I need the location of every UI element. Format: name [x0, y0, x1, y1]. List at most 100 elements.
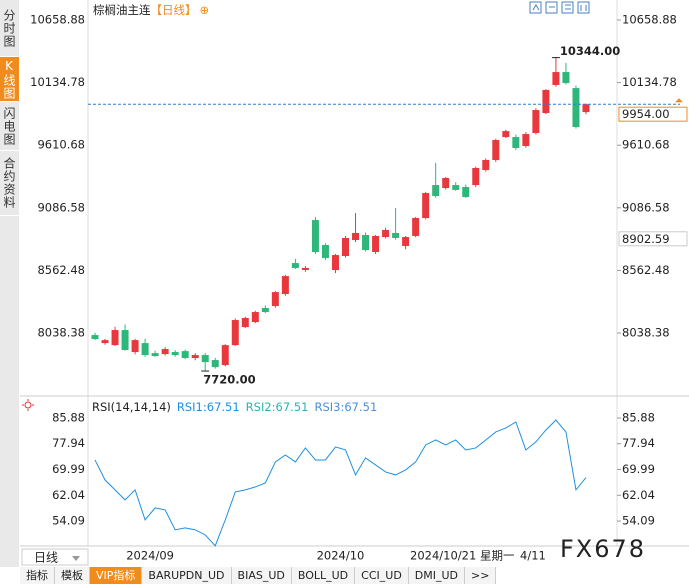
- y-tick-label: 8562.48: [37, 263, 85, 277]
- bottom-tab[interactable]: BOLL_UD: [291, 567, 356, 584]
- tool-icon-glyph: [532, 4, 587, 11]
- rsi-line: [94, 419, 587, 547]
- candle-body: [221, 345, 229, 366]
- low-annotation: 7720.00: [203, 373, 255, 387]
- rsi-legend: RSI(14,14,14) RSI1:67.51 RSI2:67.51 RSI3:67…: [92, 400, 377, 414]
- candle-body: [331, 255, 339, 270]
- candle-body: [131, 340, 139, 353]
- candle-body: [582, 104, 590, 113]
- candle-body: [352, 232, 360, 241]
- watermark: FX678: [560, 535, 646, 563]
- x-tick-label: 2024/09: [126, 549, 174, 563]
- y-tick-label: 85.88: [622, 410, 655, 424]
- bottom-tab[interactable]: CCI_UD: [355, 567, 409, 584]
- bottom-tab[interactable]: BIAS_UD: [231, 567, 292, 584]
- tool-icon[interactable]: [577, 1, 590, 14]
- background: [20, 0, 689, 567]
- candle-body: [532, 110, 540, 133]
- legend-entry: RSI1:67.51: [177, 400, 240, 414]
- bottom-tab[interactable]: 指标: [20, 567, 55, 584]
- y-tick-label: 69.99: [52, 462, 85, 476]
- candle-body: [362, 234, 370, 251]
- candle-body: [311, 220, 319, 253]
- title-icon[interactable]: ⊕: [200, 3, 210, 17]
- candle-body: [321, 245, 329, 259]
- candle-body: [291, 263, 299, 268]
- marker-price-label: 8902.59: [622, 232, 670, 246]
- y-tick-label: 77.94: [622, 436, 655, 450]
- candle-body: [492, 140, 500, 160]
- candle-body: [201, 355, 209, 363]
- last-price-arrow: [675, 98, 683, 103]
- candle-body: [111, 330, 119, 346]
- candle-body: [101, 340, 109, 344]
- rsi-settings-icon[interactable]: [22, 399, 34, 411]
- candle-body: [522, 134, 530, 147]
- tool-icon[interactable]: [561, 1, 574, 14]
- candle-body: [412, 218, 420, 236]
- candle-body: [442, 178, 450, 189]
- toolbar-icons: [529, 1, 590, 14]
- y-tick-label: 69.99: [622, 462, 655, 476]
- tool-icon[interactable]: [529, 1, 542, 14]
- y-tick-label: 10134.78: [30, 75, 85, 89]
- candle-body: [472, 167, 480, 186]
- candle-body: [161, 349, 169, 355]
- candle-body: [382, 229, 390, 238]
- candle-body: [462, 186, 470, 198]
- side-tab[interactable]: K线图: [0, 57, 19, 102]
- candle-body: [121, 330, 129, 351]
- bottom-tab[interactable]: >>: [465, 567, 497, 584]
- candle-body: [251, 312, 259, 323]
- marker-price-box: [618, 231, 688, 247]
- candle-body: [512, 137, 520, 149]
- legend-entry: RSI3:67.51: [314, 400, 377, 414]
- candle-body: [422, 193, 430, 219]
- y-tick-label: 9610.68: [37, 138, 85, 152]
- sidebar-fill: [0, 216, 19, 568]
- y-tick-label: 8562.48: [622, 263, 670, 277]
- side-tab[interactable]: 合约资料: [0, 151, 19, 216]
- icon-rays: [22, 399, 34, 411]
- y-tick-label: 10658.88: [30, 13, 85, 27]
- tool-icon[interactable]: [545, 1, 558, 14]
- candle-body: [482, 159, 490, 171]
- candle-body: [281, 276, 289, 294]
- candle-body: [271, 292, 279, 307]
- cursor-time: 4/11: [520, 549, 546, 563]
- title-period: 【日线】: [151, 3, 197, 17]
- candle-body: [402, 237, 410, 246]
- y-tick-label: 8038.38: [622, 326, 670, 340]
- cursor-date: 2024/10/21 星期一: [410, 549, 515, 563]
- period-button[interactable]: [21, 548, 89, 566]
- period-button-label: 日线: [34, 551, 58, 565]
- dropdown-arrow: [72, 556, 80, 561]
- candle-body: [301, 267, 309, 270]
- bottom-tab[interactable]: VIP指标: [90, 567, 143, 584]
- y-tick-label: 10134.78: [622, 75, 677, 89]
- bottom-tab[interactable]: DMI_UD: [408, 567, 466, 584]
- side-tab[interactable]: 分时图: [0, 0, 19, 57]
- candle-body: [562, 72, 570, 84]
- candle-body: [141, 343, 149, 356]
- candle-body: [211, 360, 219, 368]
- candle-body: [181, 351, 189, 359]
- bottom-tab[interactable]: 模板: [55, 567, 90, 584]
- y-tick-label: 9610.68: [622, 138, 670, 152]
- y-tick-label: 85.88: [52, 410, 85, 424]
- candle-body: [372, 235, 380, 253]
- x-tick-label: 2024/10: [317, 549, 365, 563]
- candle-body: [342, 237, 349, 257]
- icon-circle: [24, 401, 32, 409]
- bottom-tab[interactable]: BARUPDN_UD: [142, 567, 232, 584]
- last-price-label: 9954.00: [622, 107, 670, 121]
- candle-body: [151, 353, 159, 357]
- candle-body: [452, 185, 460, 190]
- y-tick-label: 9086.58: [622, 200, 670, 214]
- candle-body: [191, 355, 199, 359]
- candle-body: [572, 88, 580, 128]
- side-tab[interactable]: 闪电图: [0, 102, 19, 151]
- candle-body: [502, 131, 510, 138]
- candle-body: [261, 307, 269, 313]
